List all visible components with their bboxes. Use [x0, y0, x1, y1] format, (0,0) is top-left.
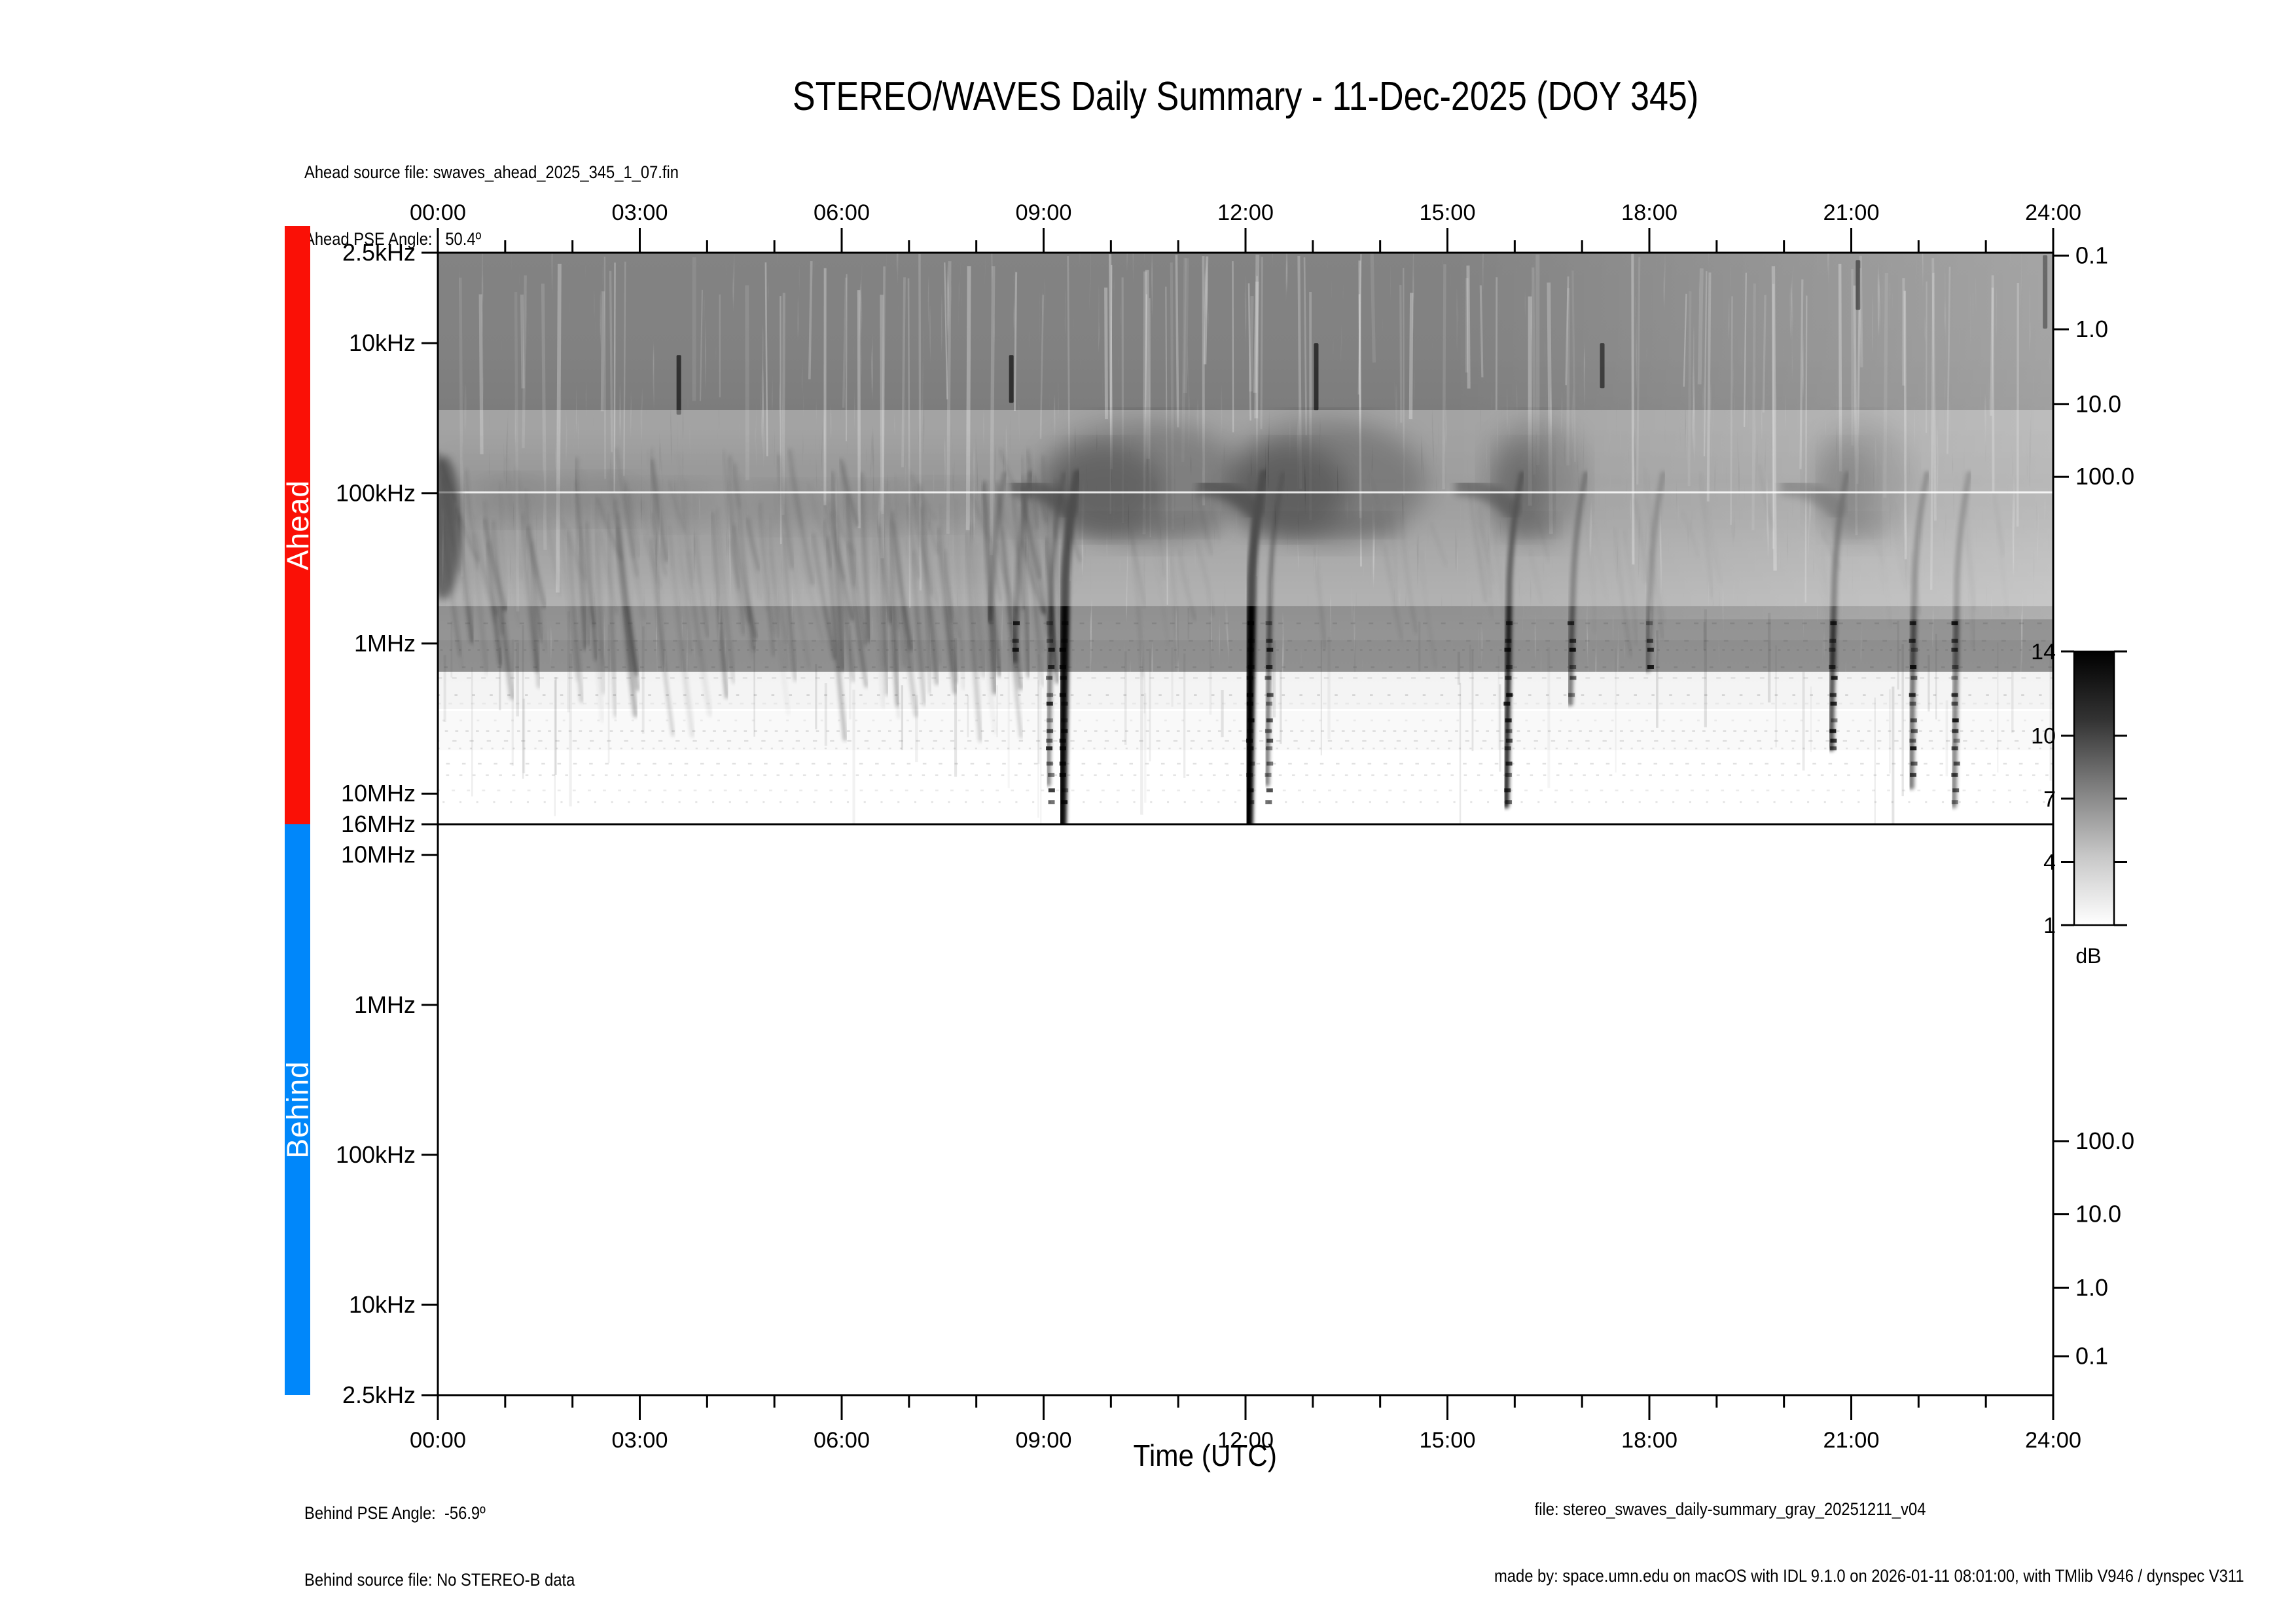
- right-tick-label: 0.1: [2075, 1343, 2108, 1370]
- axes: 00:00 00:00 03:00 03:00 06:00 06:00 09:00 09:00…: [336, 200, 2134, 1453]
- right-tick-label: 10.0: [2075, 390, 2121, 417]
- time-tick-label: 09:00: [1016, 200, 1072, 225]
- behind-source-line: Behind source file: No STEREO-B data: [304, 1570, 575, 1590]
- colorbar-unit-label: dB: [2075, 944, 2101, 968]
- ahead-header-block: Ahead source file: swaves_ahead_2025_345…: [304, 117, 730, 295]
- speck: [1314, 343, 1319, 410]
- time-tick-label: 03:00: [612, 1428, 668, 1453]
- ahead-spectrogram: [438, 253, 2053, 824]
- right-tick-label: 100.0: [2075, 463, 2134, 490]
- time-tick-label: 12:00: [1217, 1428, 1274, 1453]
- time-axis-title: Time (UTC): [1133, 1438, 1277, 1472]
- time-tick-label: 06:00: [814, 200, 870, 225]
- freq-tick-label: 1MHz: [354, 630, 416, 657]
- freq-tick-label: 2.5kHz: [342, 239, 416, 266]
- time-tick-label: 06:00: [814, 1428, 870, 1453]
- freq-tick-label: 100kHz: [336, 1141, 416, 1168]
- freq-tick-label: 1MHz: [354, 991, 416, 1018]
- right-tick-label: 1.0: [2075, 316, 2108, 342]
- ahead-bar: Ahead: [281, 226, 315, 824]
- madeby-line: made by: space.umn.edu on macOS with IDL…: [1494, 1566, 2244, 1586]
- time-tick-label: 21:00: [1823, 1428, 1880, 1453]
- time-tick-label: 21:00: [1823, 200, 1880, 225]
- time-tick-label: 24:00: [2025, 200, 2081, 225]
- colorbar-tick-label: 10: [2031, 724, 2056, 749]
- time-tick-label: 15:00: [1420, 1428, 1476, 1453]
- file-footer-block: file: stereo_swaves_daily-summary_gray_2…: [1494, 1453, 2296, 1623]
- freq-tick-label: 10kHz: [349, 329, 416, 356]
- freq-tick-label: 2.5kHz: [342, 1381, 416, 1408]
- ahead-source-line: Ahead source file: swaves_ahead_2025_345…: [304, 162, 679, 182]
- time-tick-label: 00:00: [410, 1428, 466, 1453]
- time-tick-label: 15:00: [1420, 200, 1476, 225]
- page-title: STEREO/WAVES Daily Summary - 11-Dec-2025…: [792, 74, 1699, 119]
- behind-footer-block: Behind PSE Angle: -56.9º Behind source f…: [304, 1457, 612, 1623]
- freq-tick-label: 16MHz: [341, 811, 416, 837]
- behind-pse-line: Behind PSE Angle: -56.9º: [304, 1503, 486, 1523]
- time-tick-label: 03:00: [612, 200, 668, 225]
- colorbar-tick-label: 14: [2031, 640, 2056, 665]
- colorbar-tick-label: 4: [2043, 850, 2056, 875]
- behind-bar-label: Behind: [280, 1061, 315, 1159]
- right-tick-label: 0.1: [2075, 242, 2108, 268]
- colorbar: 14 10 7 4 1 dB: [2031, 640, 2127, 968]
- colorbar-tick-label: 1: [2043, 913, 2056, 938]
- right-tick-label: 1.0: [2075, 1274, 2108, 1301]
- time-tick-label: 24:00: [2025, 1428, 2081, 1453]
- freq-tick-label: 10MHz: [341, 841, 416, 868]
- freq-tick-label: 100kHz: [336, 480, 416, 507]
- behind-bar: Behind: [281, 824, 315, 1395]
- time-tick-label: 18:00: [1621, 200, 1677, 225]
- colorbar-tick-label: 7: [2043, 787, 2056, 812]
- speck: [676, 355, 681, 415]
- ahead-pse-line: Ahead PSE Angle: 50.4º: [304, 229, 482, 249]
- speck: [1009, 355, 1014, 403]
- ahead-bar-label: Ahead: [280, 479, 315, 571]
- interference-rows: [438, 622, 2053, 803]
- time-tick-label: 12:00: [1217, 200, 1274, 225]
- file-line: file: stereo_swaves_daily-summary_gray_2…: [1534, 1499, 1926, 1519]
- colorbar-gradient: [2073, 650, 2115, 926]
- time-tick-label: 18:00: [1621, 1428, 1677, 1453]
- freq-tick-label: 10kHz: [349, 1291, 416, 1318]
- time-tick-label: 00:00: [410, 200, 466, 225]
- freq-tick-label: 10MHz: [341, 780, 416, 807]
- time-tick-label: 09:00: [1016, 1428, 1072, 1453]
- right-tick-label: 10.0: [2075, 1201, 2121, 1228]
- right-tick-label: 100.0: [2075, 1127, 2134, 1154]
